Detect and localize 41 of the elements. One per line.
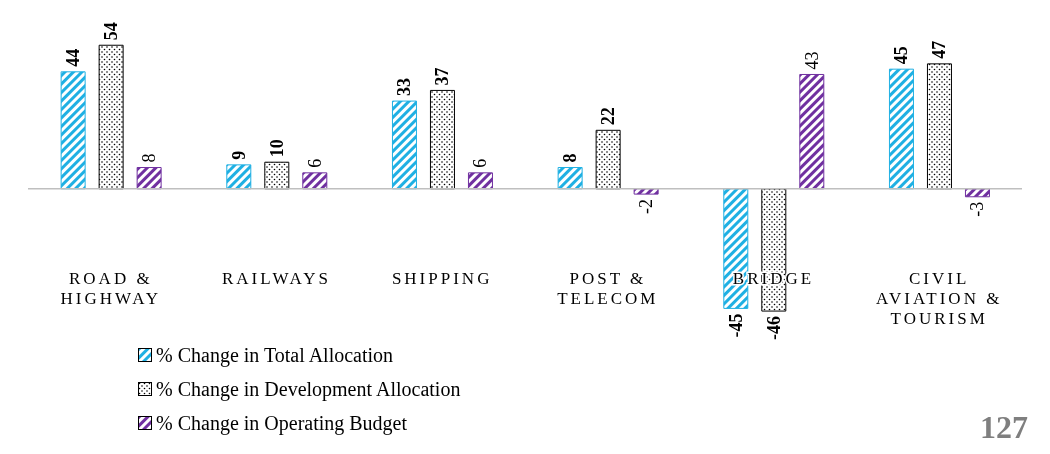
x-tick-label: POST & TELECOM (557, 269, 659, 309)
text: 127 (980, 409, 1028, 446)
data-label: 44 (63, 48, 84, 67)
bar (595, 129, 621, 190)
data-label: 22 (598, 107, 619, 126)
bar (467, 172, 493, 190)
data-label: -2 (636, 199, 657, 215)
bar (60, 71, 86, 190)
legend-label: % Change in Total Allocation (156, 343, 394, 367)
x-tick-label: ROAD & HIGHWAY (60, 269, 162, 309)
legend-label: % Change in Operating Budget (156, 411, 408, 435)
x-tick-label: SHIPPING (391, 269, 493, 289)
data-label: 9 (228, 150, 249, 160)
data-label: 37 (432, 67, 453, 86)
data-label: 43 (801, 51, 822, 70)
bar (557, 167, 583, 190)
bar (302, 172, 328, 190)
bar (136, 167, 162, 190)
bar (799, 73, 825, 190)
data-label: 45 (891, 46, 912, 65)
data-label: 8 (560, 153, 581, 163)
bar (888, 68, 914, 190)
data-label: -46 (763, 316, 784, 341)
legend-label: % Change in Development Allocation (156, 377, 461, 401)
bar (264, 161, 290, 190)
bar (391, 100, 417, 190)
bar (98, 44, 124, 190)
data-label: 33 (394, 78, 415, 97)
x-tick-label: RAILWAYS (221, 269, 332, 289)
x-tick-label: CIVIL AVIATION & TOURISM (875, 269, 1003, 329)
data-label: 10 (266, 139, 287, 158)
data-label: 54 (101, 22, 122, 41)
data-label: -3 (967, 201, 988, 217)
data-label: -45 (725, 313, 746, 338)
data-label: 8 (139, 153, 160, 163)
data-label: 47 (929, 40, 950, 59)
bar (926, 63, 952, 190)
bar (429, 89, 455, 190)
data-label: 6 (304, 158, 325, 168)
data-label: 6 (470, 158, 491, 168)
bar (226, 164, 252, 190)
